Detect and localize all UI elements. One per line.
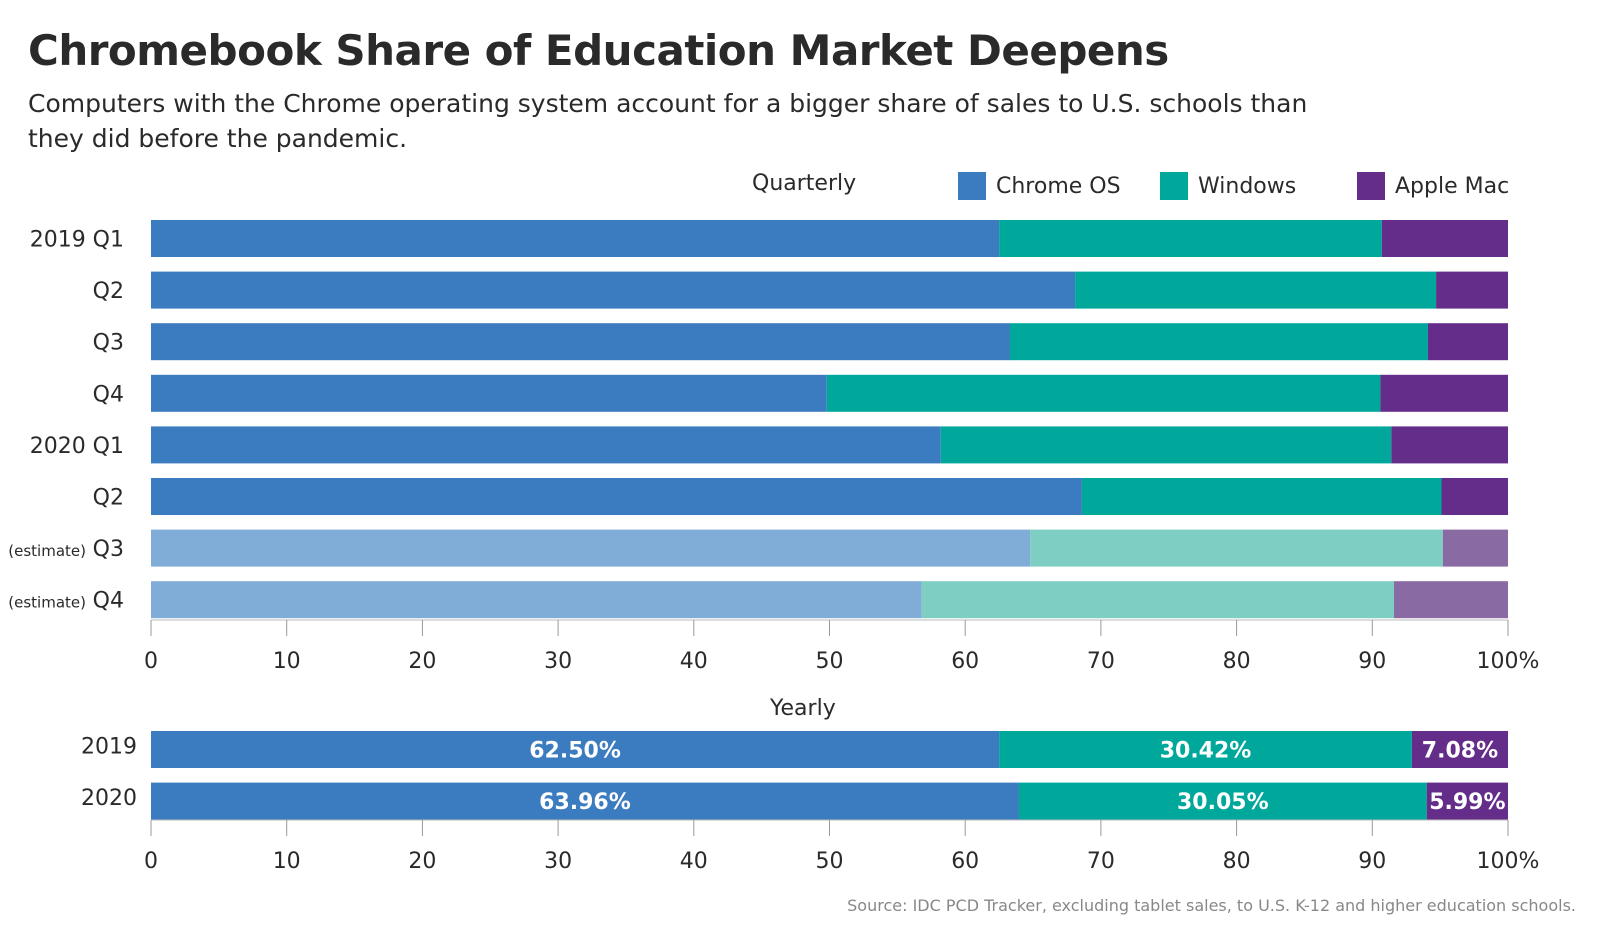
bar-windows [1009, 323, 1428, 361]
bar-chrome-os [151, 374, 827, 412]
category-label: Q3 [93, 331, 124, 356]
bar-apple-mac [1381, 220, 1508, 257]
bar-apple-mac [1436, 271, 1508, 309]
bar-chrome-os [151, 220, 1000, 257]
source-note: Source: IDC PCD Tracker, excluding table… [847, 896, 1576, 915]
x-tick-label: 10 [273, 849, 301, 874]
x-tick-label: 0 [144, 849, 158, 874]
category-label: Q4 [93, 382, 124, 407]
x-tick-label: 40 [680, 649, 708, 674]
x-tick-label: 30 [544, 649, 572, 674]
x-tick-label: 30 [544, 849, 572, 874]
bar-chrome-os [151, 426, 941, 464]
bar-apple-mac [1441, 478, 1508, 515]
x-tick-label: 70 [1087, 649, 1115, 674]
legend-label: Chrome OS [996, 173, 1121, 199]
x-tick-label: 40 [680, 849, 708, 874]
legend-apple-mac: Apple Mac [1357, 172, 1509, 200]
x-tick-label: 50 [816, 849, 844, 874]
x-tick-label: 80 [1223, 849, 1251, 874]
bar-windows [1075, 271, 1437, 309]
bar-chrome-os [151, 478, 1082, 515]
data-label: 7.08% [1422, 739, 1498, 764]
data-label: 63.96% [539, 790, 631, 815]
bar-windows [1018, 782, 1427, 820]
data-label: 5.99% [1429, 790, 1505, 815]
x-tick-label: 90 [1358, 849, 1386, 874]
bar-chrome-os [151, 529, 1031, 567]
bar-windows [826, 374, 1381, 412]
data-label: 62.50% [529, 739, 621, 764]
x-tick-label: 90 [1358, 649, 1386, 674]
x-tick-label: 60 [951, 849, 979, 874]
legend-chrome-os: Chrome OS [958, 172, 1121, 200]
category-label: 2020 [81, 786, 137, 811]
legend-swatch [958, 172, 986, 200]
bar-windows [1081, 478, 1442, 515]
estimate-note: (estimate) [8, 542, 86, 560]
x-tick-label: 20 [408, 849, 436, 874]
category-label: Q2 [93, 279, 124, 304]
x-tick-label: 20 [408, 649, 436, 674]
x-tick-label: 10 [273, 649, 301, 674]
category-label: Q4 [93, 589, 124, 614]
chart-subtitle: Computers with the Chrome operating syst… [28, 89, 1308, 153]
category-label: Q3 [93, 537, 124, 562]
bar-chrome-os [151, 323, 1010, 361]
category-label: 2019 Q1 [30, 228, 124, 253]
category-label: Q2 [93, 486, 124, 511]
estimate-note: (estimate) [8, 594, 86, 612]
bar-windows [999, 220, 1382, 257]
category-label: 2020 Q1 [30, 434, 124, 459]
bar-apple-mac [1442, 529, 1508, 567]
legend-swatch [1357, 172, 1385, 200]
x-tick-label: 70 [1087, 849, 1115, 874]
x-tick-label: 50 [816, 649, 844, 674]
bar-apple-mac [1427, 323, 1508, 361]
bar-windows [940, 426, 1392, 464]
x-tick-label: 100% [1477, 849, 1540, 874]
bar-apple-mac [1411, 731, 1508, 768]
yearly-heading: Yearly [770, 696, 836, 721]
data-label: 30.42% [1160, 739, 1252, 764]
x-tick-label: 0 [144, 649, 158, 674]
bar-windows [999, 731, 1412, 768]
bar-chrome-os [151, 271, 1076, 309]
bar-chrome-os [151, 782, 1019, 820]
legend-label: Windows [1198, 173, 1297, 199]
bar-apple-mac [1391, 426, 1508, 464]
category-label: 2019 [81, 735, 137, 760]
quarterly-heading: Quarterly [752, 171, 857, 196]
bar-chrome-os [151, 731, 1000, 768]
legend-swatch [1160, 172, 1188, 200]
x-tick-label: 60 [951, 649, 979, 674]
data-label: 30.05% [1177, 790, 1269, 815]
bar-apple-mac [1394, 581, 1508, 619]
bar-windows [921, 581, 1395, 619]
bar-windows [1030, 529, 1443, 567]
bar-apple-mac [1380, 374, 1508, 412]
bar-chrome-os [151, 581, 922, 619]
legend-windows: Windows [1160, 172, 1296, 200]
legend-label: Apple Mac [1395, 173, 1510, 199]
x-tick-label: 80 [1223, 649, 1251, 674]
bar-apple-mac [1426, 782, 1508, 820]
chart-title: Chromebook Share of Education Market Dee… [28, 26, 1169, 75]
x-tick-label: 100% [1477, 649, 1540, 674]
